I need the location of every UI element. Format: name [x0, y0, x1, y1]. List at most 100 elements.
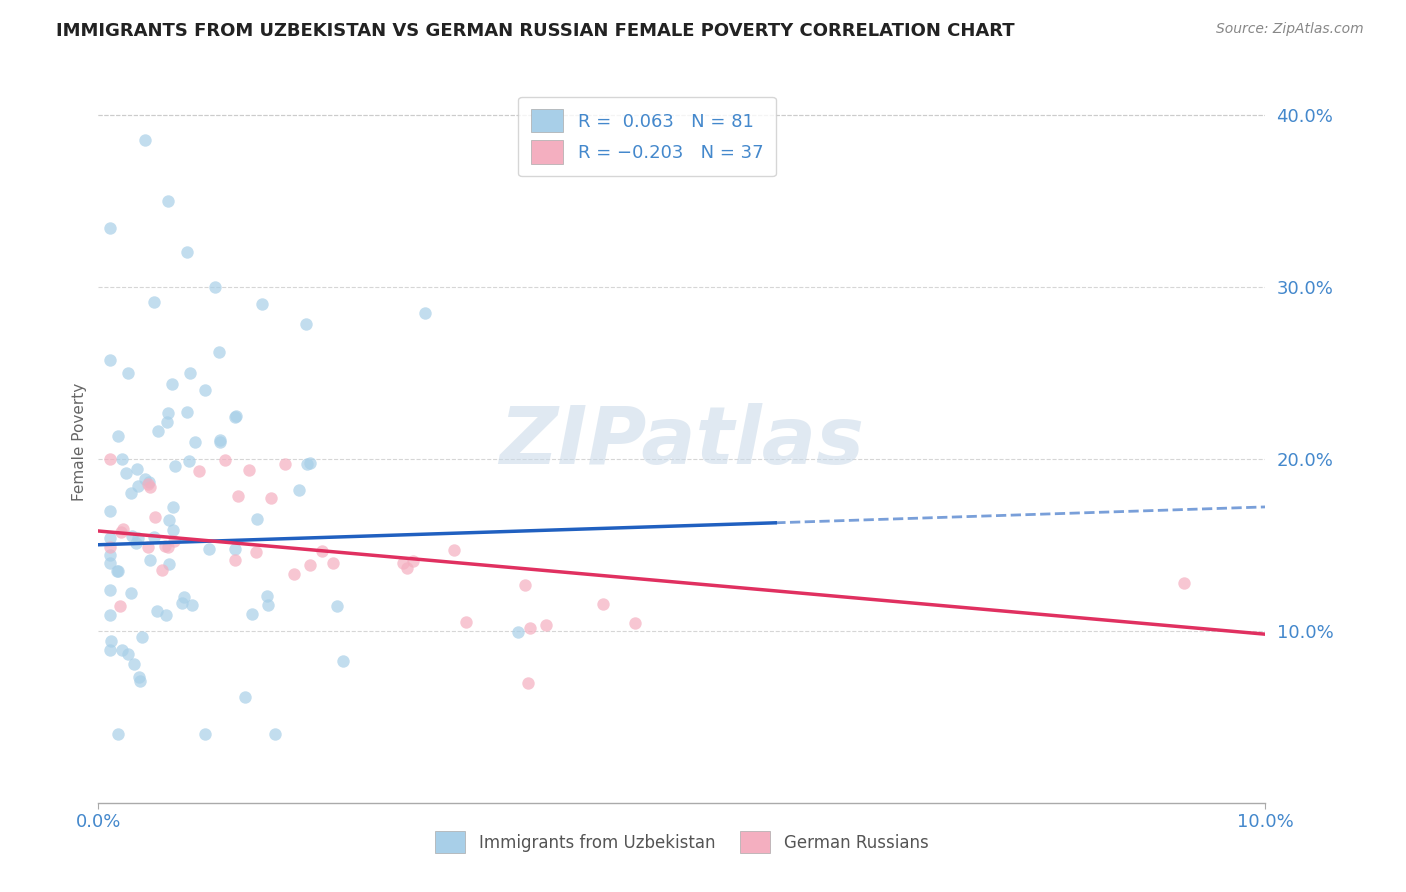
- Point: [143, 530, 166, 544]
- Point: [413, 305, 436, 319]
- Point: [120, 585, 142, 599]
- Point: [402, 554, 425, 568]
- Point: [194, 727, 217, 741]
- Point: [224, 541, 246, 556]
- Point: [98, 548, 121, 562]
- Point: [138, 475, 160, 490]
- Text: IMMIGRANTS FROM UZBEKISTAN VS GERMAN RUSSIAN FEMALE POVERTY CORRELATION CHART: IMMIGRANTS FROM UZBEKISTAN VS GERMAN RUS…: [56, 22, 1015, 40]
- Point: [299, 558, 322, 572]
- Point: [260, 491, 283, 506]
- Point: [274, 457, 297, 471]
- Point: [454, 615, 477, 630]
- Point: [98, 221, 121, 235]
- Point: [114, 467, 136, 481]
- Point: [204, 279, 226, 293]
- Point: [162, 500, 184, 514]
- Point: [139, 479, 162, 493]
- Point: [188, 464, 211, 478]
- Point: [184, 435, 207, 450]
- Point: [181, 599, 204, 613]
- Point: [125, 462, 148, 476]
- Point: [111, 522, 134, 536]
- Point: [173, 591, 195, 605]
- Point: [179, 454, 201, 468]
- Point: [98, 504, 121, 518]
- Point: [156, 416, 179, 430]
- Point: [156, 406, 179, 420]
- Point: [156, 540, 179, 554]
- Point: [624, 615, 647, 630]
- Point: [534, 617, 557, 632]
- Point: [143, 295, 166, 310]
- Point: [110, 524, 132, 539]
- Point: [111, 451, 134, 466]
- Point: [129, 674, 152, 689]
- Point: [322, 556, 344, 570]
- Point: [131, 630, 153, 644]
- Point: [295, 458, 318, 472]
- Point: [121, 528, 143, 542]
- Point: [163, 459, 186, 474]
- Point: [176, 244, 198, 259]
- Point: [127, 479, 149, 493]
- Point: [117, 367, 139, 381]
- Point: [1173, 575, 1195, 590]
- Point: [263, 727, 285, 741]
- Point: [246, 511, 269, 525]
- Point: [513, 578, 536, 592]
- Point: [176, 405, 198, 419]
- Point: [233, 690, 256, 704]
- Point: [98, 583, 121, 598]
- Point: [157, 194, 180, 208]
- Point: [283, 566, 305, 581]
- Point: [98, 352, 121, 367]
- Point: [150, 563, 173, 577]
- Point: [214, 453, 236, 467]
- Point: [134, 133, 156, 147]
- Point: [519, 621, 541, 635]
- Point: [107, 428, 129, 442]
- Text: Source: ZipAtlas.com: Source: ZipAtlas.com: [1216, 22, 1364, 37]
- Point: [311, 543, 333, 558]
- Point: [159, 513, 181, 527]
- Point: [208, 344, 231, 359]
- Point: [98, 607, 121, 622]
- Point: [443, 542, 465, 557]
- Point: [245, 545, 267, 559]
- Point: [238, 463, 260, 477]
- Point: [127, 531, 149, 545]
- Point: [170, 597, 193, 611]
- Point: [124, 535, 146, 549]
- Point: [326, 599, 349, 613]
- Point: [98, 451, 121, 466]
- Point: [100, 633, 122, 648]
- Point: [240, 607, 263, 621]
- Point: [162, 523, 184, 537]
- Point: [208, 434, 231, 449]
- Point: [107, 565, 129, 579]
- Point: [162, 377, 184, 392]
- Point: [128, 669, 150, 683]
- Text: ZIPatlas: ZIPatlas: [499, 402, 865, 481]
- Point: [256, 589, 278, 603]
- Point: [136, 477, 159, 491]
- Point: [250, 297, 273, 311]
- Point: [208, 434, 231, 448]
- Point: [225, 409, 247, 424]
- Point: [122, 657, 145, 672]
- Point: [157, 557, 180, 571]
- Point: [508, 625, 530, 640]
- Point: [145, 604, 167, 618]
- Point: [98, 531, 121, 545]
- Point: [332, 654, 354, 668]
- Point: [155, 607, 177, 622]
- Point: [136, 540, 159, 554]
- Point: [298, 456, 321, 470]
- Point: [257, 598, 280, 612]
- Point: [134, 472, 156, 486]
- Point: [224, 553, 246, 567]
- Point: [98, 541, 121, 555]
- Point: [194, 383, 217, 397]
- Point: [111, 642, 134, 657]
- Point: [107, 727, 129, 741]
